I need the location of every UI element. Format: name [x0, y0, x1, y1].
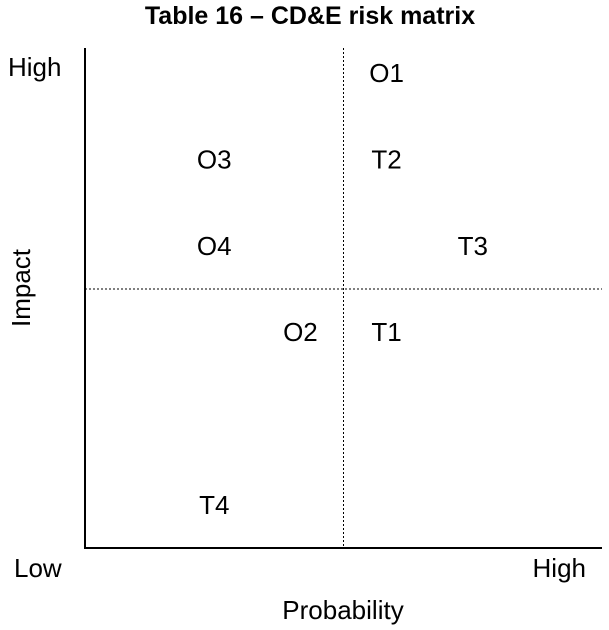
risk-point-o1: O1 [369, 58, 404, 88]
y-tick-high: High [8, 52, 61, 82]
risk-point-o3: O3 [197, 145, 232, 175]
risk-point-t4: T4 [199, 490, 229, 520]
risk-point-o2: O2 [283, 317, 318, 347]
risk-point-t3: T3 [458, 231, 488, 261]
x-tick-high: High [533, 553, 586, 583]
risk-point-t2: T2 [371, 145, 401, 175]
y-axis-label: Impact [6, 248, 36, 327]
risk-points: O1 O3 T2 O4 T3 O2 T1 T4 [197, 58, 488, 520]
x-tick-low: Low [14, 553, 62, 583]
risk-point-o4: O4 [197, 231, 232, 261]
axes [84, 48, 602, 549]
chart-title: Table 16 – CD&E risk matrix [145, 2, 475, 30]
x-axis-label: Probability [282, 595, 403, 625]
quadrant-dividers [85, 48, 602, 548]
risk-point-t1: T1 [371, 317, 401, 347]
